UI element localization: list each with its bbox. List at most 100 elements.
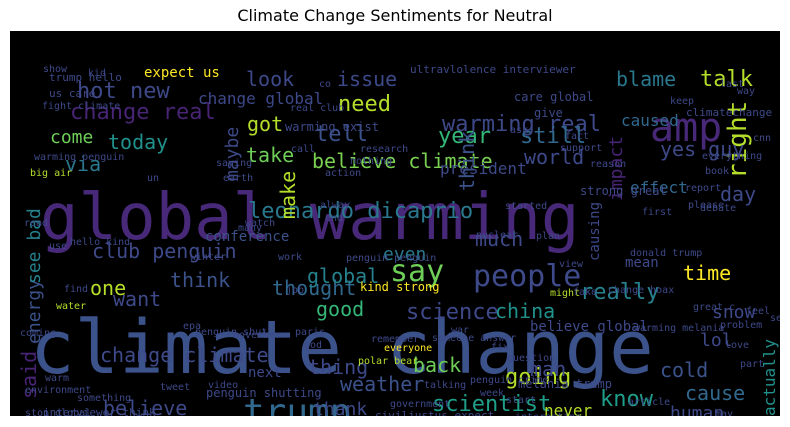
cloud-word: epa	[183, 321, 201, 332]
cloud-word: government	[390, 399, 450, 410]
cloud-word: warming exist	[285, 120, 379, 134]
cloud-word: still	[520, 124, 586, 149]
cloud-word: make	[276, 171, 300, 219]
cloud-word: yes guy	[660, 137, 744, 161]
cloud-word: believe	[103, 396, 187, 416]
word-cloud: climate change global warming amp trump say p…	[10, 31, 780, 416]
cloud-word: effect	[630, 178, 688, 197]
cloud-word: read	[24, 218, 48, 229]
cloud-word: cold	[660, 358, 708, 382]
cloud-word: warming real	[442, 112, 601, 137]
cloud-word: much	[475, 227, 523, 251]
cloud-word: climate change	[30, 305, 654, 391]
cloud-word: conference	[205, 229, 289, 245]
cloud-word: strong great	[580, 184, 667, 198]
cloud-word: find	[64, 284, 88, 295]
cloud-word: fake	[573, 287, 597, 298]
cloud-word: really	[580, 280, 659, 305]
cloud-word: ultravlolence interviewer	[410, 63, 576, 76]
cloud-word: know	[600, 387, 654, 412]
cloud-word: lol	[700, 330, 733, 351]
cloud-word: ask	[510, 125, 528, 136]
cloud-word: climatechange	[686, 106, 772, 119]
cloud-word: stop global	[25, 408, 91, 416]
cloud-word: call	[291, 144, 315, 155]
cloud-word: november	[233, 330, 281, 341]
cloud-word: time	[683, 261, 731, 285]
cloud-word: china	[495, 299, 555, 323]
cloud-word: human	[670, 403, 724, 416]
cloud-word: snow	[712, 302, 756, 323]
cloud-word: back	[413, 353, 461, 377]
cloud-word: last	[720, 79, 744, 90]
cloud-word: thought	[272, 276, 356, 300]
cloud-word: warming melania	[634, 323, 724, 334]
cloud-word: change hoax	[608, 285, 674, 296]
cloud-word: issue	[337, 67, 397, 91]
cloud-word: talk	[700, 67, 753, 92]
cloud-word: winter	[190, 252, 226, 263]
cloud-word: via	[65, 152, 101, 176]
cloud-word: use	[49, 241, 67, 252]
cloud-word: view	[559, 259, 584, 270]
cloud-word: week	[480, 388, 504, 399]
cloud-word: god	[304, 340, 322, 351]
cloud-word: work	[278, 252, 302, 263]
cloud-word: seen	[770, 313, 780, 324]
cloud-word: love	[725, 340, 749, 351]
cloud-word: next	[248, 365, 282, 381]
cloud-word: watch	[245, 218, 275, 229]
cloud-word: war	[451, 325, 469, 336]
cloud-word: even	[383, 244, 426, 265]
cloud-word: global warming	[40, 181, 579, 255]
cloud-word: book	[705, 166, 729, 177]
cloud-word: may	[715, 409, 733, 416]
cloud-word: kid	[88, 68, 106, 79]
cloud-word: first	[642, 207, 672, 218]
cloud-word: penguin crime	[470, 375, 548, 386]
cloud-word: mean	[625, 255, 659, 271]
cloud-word: someone answer	[432, 333, 516, 344]
cloud-word: civiljustus expect	[375, 409, 494, 416]
cloud-word: actually	[760, 339, 779, 416]
cloud-word: energy	[24, 279, 45, 344]
cloud-word: part	[740, 359, 764, 370]
cloud-word: weather	[340, 372, 424, 396]
cloud-word: talking	[424, 380, 466, 391]
cloud-word: trump hello	[49, 71, 122, 84]
cloud-word: warming penguin	[34, 152, 124, 163]
cloud-word: give	[534, 106, 563, 120]
cloud-word: look	[246, 67, 294, 91]
cloud-word: got	[247, 112, 283, 136]
cloud-word: penguin shut	[195, 327, 267, 338]
cloud-word: think	[170, 268, 230, 292]
cloud-word: earth	[223, 173, 253, 184]
cloud-word: kind strong	[360, 280, 439, 294]
cloud-word: thing	[308, 355, 368, 379]
cloud-word: care global	[514, 90, 593, 104]
cloud-word: good	[316, 297, 364, 321]
cloud-word: believe climate	[312, 149, 493, 173]
cloud-word: job	[286, 285, 304, 296]
cloud-word: alway	[320, 200, 350, 211]
cloud-word: want	[113, 287, 161, 311]
cloud-word: hello kind	[70, 237, 130, 248]
cloud-word: saying	[216, 158, 252, 169]
cloud-word: impact	[606, 136, 627, 201]
cloud-word: think	[455, 131, 479, 191]
cloud-word: fix	[491, 342, 509, 353]
cloud-word: global	[307, 264, 379, 288]
cloud-word: keep	[670, 96, 694, 107]
cloud-word: leonardo dicaprio	[248, 199, 473, 224]
cloud-word: people	[473, 259, 581, 294]
cloud-word: everyone	[384, 343, 432, 354]
cloud-word: water	[56, 301, 86, 312]
cloud-word: maybe	[222, 127, 243, 181]
cloud-word: donald trump	[630, 248, 702, 259]
cloud-word: change climate	[100, 343, 269, 367]
cloud-word: causing	[587, 202, 603, 261]
cloud-word: come	[50, 127, 93, 148]
cloud-word: started	[505, 201, 547, 212]
cloud-word: many	[238, 223, 262, 234]
